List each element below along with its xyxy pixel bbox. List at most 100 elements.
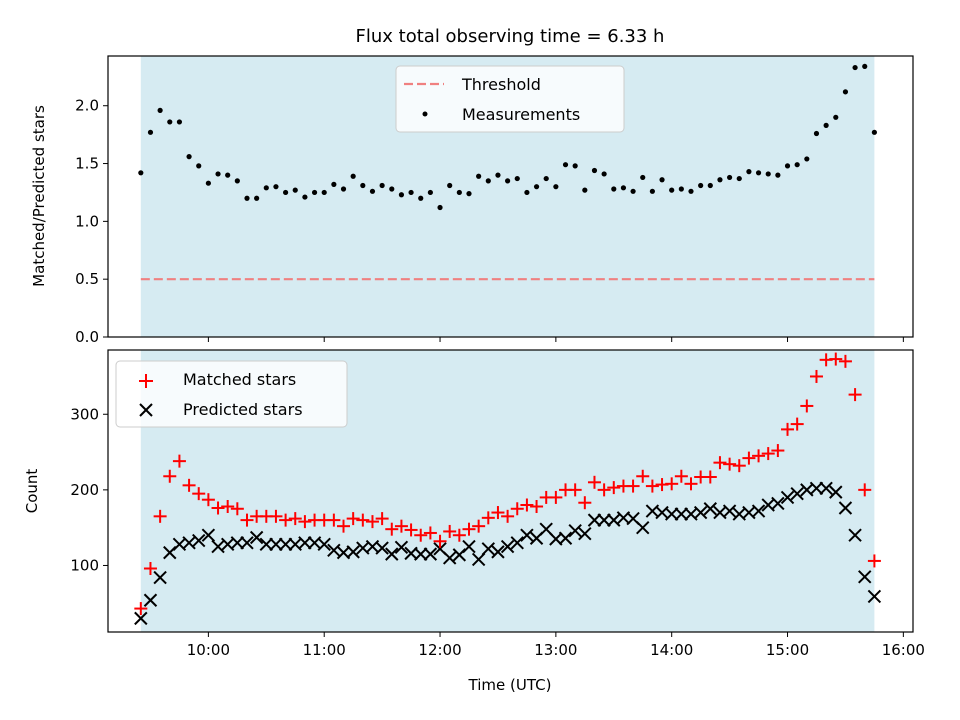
predicted-marker-stroke [182,536,196,550]
matched-stars-point [684,477,698,491]
matched-stars-point [163,469,177,483]
matched-stars-point [520,498,534,512]
measurement-point [273,184,279,190]
predicted-marker-stroke [481,542,496,556]
matched-stars-point [298,515,312,529]
predicted-stars-point [317,537,331,552]
predicted-marker-stroke [664,507,679,521]
measurement-point [205,180,211,186]
measurement-point [167,119,173,125]
predicted-marker-stroke [220,537,235,552]
measurement-point [350,173,356,179]
matched-stars-point [510,502,524,516]
predicted-stars-point [278,537,293,552]
predicted-stars-point [346,545,360,559]
measurement-point [254,195,260,201]
predicted-stars-point [414,547,428,561]
measurement-point [630,188,636,194]
measurement-point [369,188,376,194]
matched-stars-point [761,447,775,461]
measurement-point [495,172,501,178]
matched-stars-point [838,354,852,368]
predicted-marker-stroke [278,537,293,552]
predicted-marker-stroke [587,513,602,527]
measurement-point [533,184,540,190]
predicted-stars-point [568,523,582,538]
predicted-marker-stroke [423,547,438,561]
predicted-marker-stroke [684,507,698,521]
bottom-axes-frame [107,349,914,633]
matched-stars-point [607,481,621,495]
predicted-stars-point [481,542,496,556]
measurement-point [398,192,405,198]
matched-stars-point [269,509,283,523]
x-axis-label: Time (UTC) [468,676,552,694]
measurement-point [601,171,607,177]
predicted-stars-point [298,536,312,550]
predicted-marker-stroke [385,547,399,561]
predicted-stars-point [693,505,708,520]
bottom-x-ticks: 10:00 11:00 12:00 13:00 14:00 15:00 16:00 [187,632,925,659]
measurement-point [360,182,366,189]
predicted-marker-stroke [780,490,795,505]
predicted-stars-point [780,490,795,505]
measurement-point [611,186,617,192]
legend-measurements-label: Measurements [462,105,580,124]
matched-stars-point [240,513,254,527]
predicted-stars-point [703,502,718,516]
top-y-tick-label: 1.0 [75,212,99,230]
measurement-point [862,63,868,70]
predicted-marker-stroke [520,528,534,542]
bottom-panel: 100 200 300 10:00 11:00 12:00 13:00 14:00 15:00… [23,349,925,694]
measurement-point [331,181,337,187]
predicted-marker-stroke [790,486,804,501]
measurement-point [842,89,849,95]
matched-stars-point [414,528,428,542]
x-tick-label: 15:00 [766,641,809,659]
measurement-point [562,162,569,168]
predicted-stars-point [491,545,505,559]
matched-stars-point [742,451,756,465]
predicted-stars-point [192,533,206,548]
x-tick-label: 10:00 [187,641,230,659]
matched-stars-point [423,526,437,540]
measurement-point [582,187,588,193]
predicted-stars-point [520,528,534,542]
top-legend: Threshold Measurements [395,65,625,133]
predicted-marker-stroke [375,541,389,555]
predicted-stars-point [500,539,515,554]
matched-stars-point [491,506,505,520]
legend-matched-label: Matched stars [183,370,296,389]
predicted-stars-point [240,536,254,550]
predicted-marker-stroke [858,570,872,584]
matched-stars-point [771,444,785,458]
measurement-point [746,169,752,175]
matched-stars-point [221,499,235,513]
matched-stars-point [674,469,688,483]
predicted-stars-markers [134,481,882,626]
measurement-point [485,178,491,184]
predicted-stars-point [674,507,689,521]
predicted-stars-point [143,593,158,607]
predicted-stars-point [751,504,766,518]
measurement-point [147,129,154,135]
measurement-point [476,173,482,179]
predicted-marker-stroke [742,505,756,520]
predicted-marker-stroke [722,504,737,518]
matched-stars-point [443,524,457,538]
predicted-stars-point [597,513,611,527]
measurement-point [823,122,829,128]
predicted-stars-point [462,539,476,554]
measurement-point [765,171,771,177]
matched-stars-point [829,352,843,366]
measurement-point [408,189,414,196]
measurement-point [669,187,675,193]
matched-stars-point [452,528,466,542]
measurement-point [524,189,530,196]
predicted-marker-stroke [298,536,312,550]
top-y-tick-label: 0.0 [75,328,99,346]
measurement-point [234,178,240,184]
measurement-point [505,178,511,184]
predicted-marker-stroke [134,611,148,626]
matched-stars-point [172,454,186,468]
